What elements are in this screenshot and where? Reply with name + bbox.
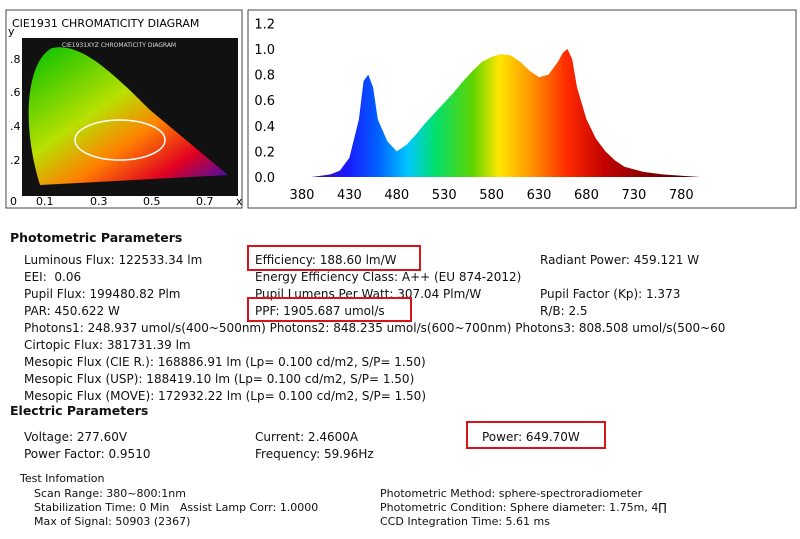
param: Frequency: 59.96Hz — [255, 447, 374, 461]
cie-y-tick: .2 — [10, 154, 21, 167]
param: Cirtopic Flux: 381731.39 lm — [24, 338, 191, 352]
x-tick-label: 430 — [337, 188, 362, 203]
cie-x-tick: 0.5 — [143, 195, 161, 208]
y-tick-label: 0.0 — [254, 171, 275, 186]
param: Scan Range: 380~800:1nm — [34, 487, 186, 500]
spectrum-area — [302, 49, 701, 177]
x-tick-label: 780 — [669, 188, 694, 203]
y-tick-label: 0.2 — [254, 145, 275, 160]
param: CCD Integration Time: 5.61 ms — [380, 515, 550, 528]
param: Efficiency: 188.60 lm/W — [255, 253, 397, 267]
param: Photons1: 248.937 umol/s(400~500nm) Phot… — [24, 321, 726, 335]
x-tick-label: 530 — [432, 188, 457, 203]
cie-y-label: y — [8, 25, 15, 38]
param: Mesopic Flux (CIE R.): 168886.91 lm (Lp=… — [24, 355, 426, 369]
y-tick-label: 0.4 — [254, 120, 275, 135]
highlight — [466, 421, 606, 449]
x-tick-label: 730 — [621, 188, 646, 203]
param: Voltage: 277.60V — [24, 430, 128, 444]
cie-x-tick: 0.3 — [90, 195, 108, 208]
param: Luminous Flux: 122533.34 lm — [24, 253, 203, 267]
cie-y-tick: .8 — [10, 53, 21, 66]
cie-y-tick: .4 — [10, 120, 21, 133]
param: Pupil Flux: 199480.82 Plm — [24, 287, 181, 301]
x-tick-label: 380 — [290, 188, 315, 203]
param: Radiant Power: 459.121 W — [540, 253, 700, 267]
param: Mesopic Flux (USP): 188419.10 lm (Lp= 0.… — [24, 372, 415, 386]
param: PPF: 1905.687 umol/s — [255, 304, 385, 318]
param: Stabilization Time: 0 Min Assist Lamp Co… — [34, 501, 319, 514]
figures: CIE1931 CHROMATICITY DIAGRAM CIE1931XYZ … — [5, 9, 797, 209]
cie-x-tick: 0 — [10, 195, 17, 208]
cie-x-label: x — [236, 195, 243, 208]
param: R/B: 2.5 — [540, 304, 588, 318]
param: Photometric Method: sphere-spectroradiom… — [380, 487, 643, 500]
cie-title: CIE1931 CHROMATICITY DIAGRAM — [12, 17, 199, 30]
y-tick-label: 1.2 — [254, 17, 275, 32]
param: Pupil Factor (Kp): 1.373 — [540, 287, 681, 301]
param: EEI: 0.06 — [24, 270, 82, 284]
param: Current: 2.4600A — [255, 430, 359, 444]
highlight — [247, 245, 421, 271]
param: Power Factor: 0.9510 — [24, 447, 151, 461]
section-title: Electric Parameters — [10, 403, 149, 418]
cie-inner-title: CIE1931XYZ CHROMATICITY DIAGRAM — [62, 42, 176, 49]
param: Photometric Condition: Sphere diameter: … — [380, 501, 667, 514]
y-tick-label: 0.6 — [254, 94, 275, 109]
param: Mesopic Flux (MOVE): 172932.22 lm (Lp= 0… — [24, 389, 426, 403]
cie-locus — [28, 47, 228, 186]
param: Power: 649.70W — [482, 430, 580, 444]
x-tick-label: 480 — [384, 188, 409, 203]
x-tick-label: 580 — [479, 188, 504, 203]
y-tick-label: 1.0 — [254, 43, 275, 58]
x-tick-label: 680 — [574, 188, 599, 203]
x-tick-label: 630 — [527, 188, 552, 203]
param: Max of Signal: 50903 (2367) — [34, 515, 191, 528]
section-title: Photometric Parameters — [10, 230, 183, 245]
planckian-locus — [74, 119, 166, 161]
param: Energy Efficiency Class: A++ (EU 874-201… — [255, 270, 522, 284]
section-title: Test Infomation — [20, 472, 105, 485]
param: PAR: 450.622 W — [24, 304, 120, 318]
cie-y-tick: .6 — [10, 86, 21, 99]
cie-x-tick: 0.7 — [196, 195, 214, 208]
y-tick-label: 0.8 — [254, 69, 275, 84]
cie-x-tick: 0.1 — [36, 195, 54, 208]
highlight — [247, 297, 412, 322]
